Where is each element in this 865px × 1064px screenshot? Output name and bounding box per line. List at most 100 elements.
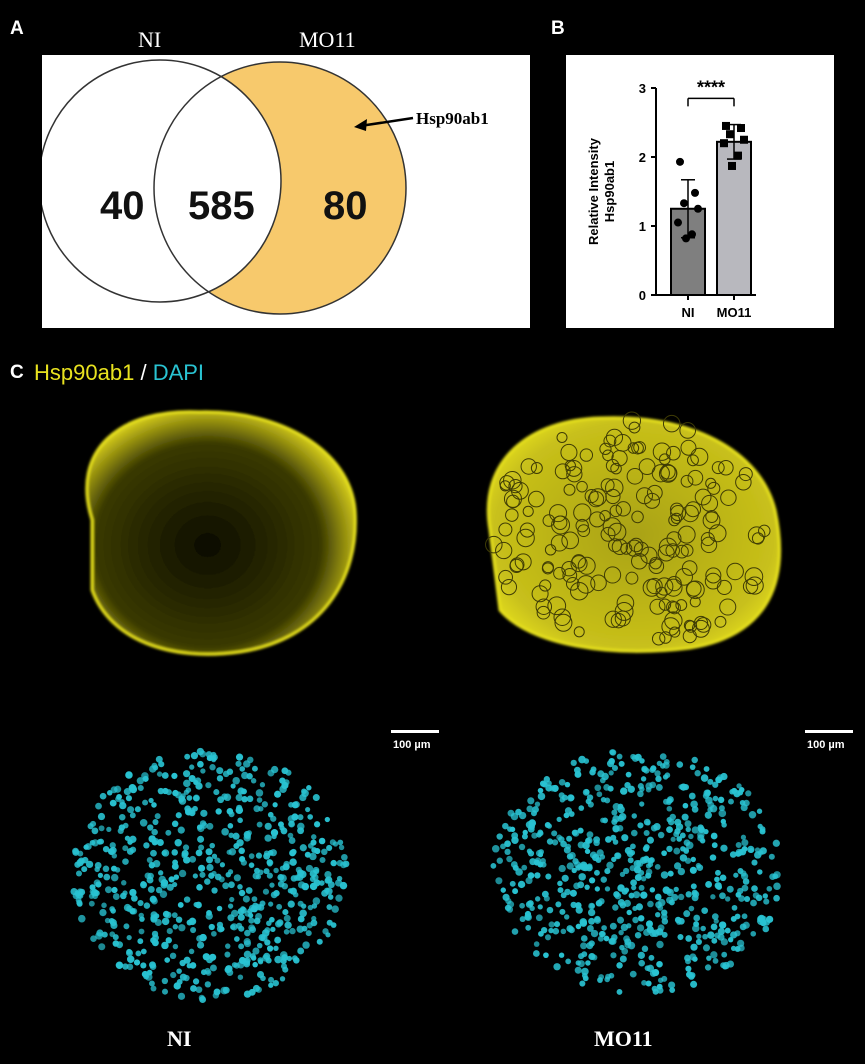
texture-dot xyxy=(251,765,258,772)
texture-dot xyxy=(286,955,293,962)
texture-dot xyxy=(549,504,568,523)
texture-dot xyxy=(234,936,240,942)
texture-dot xyxy=(741,913,748,920)
texture-dot xyxy=(284,921,292,929)
texture-dot xyxy=(233,962,240,969)
texture-dot xyxy=(246,830,252,836)
micrograph-stain-title: Hsp90ab1 / DAPI xyxy=(34,360,204,386)
texture-dot xyxy=(695,938,702,946)
texture-dot xyxy=(193,779,199,786)
texture-dot xyxy=(557,880,563,887)
texture-dot xyxy=(498,569,513,585)
texture-dot xyxy=(685,891,692,898)
texture-dot xyxy=(641,945,649,953)
texture-dot xyxy=(574,771,582,778)
texture-dot xyxy=(266,945,274,952)
y-tick-label: 2 xyxy=(639,150,646,165)
texture-dot xyxy=(129,812,136,819)
texture-dot xyxy=(609,922,617,930)
texture-dot xyxy=(245,887,253,894)
texture-dot xyxy=(681,560,698,576)
texture-dot xyxy=(733,872,739,878)
texture-dot xyxy=(654,863,661,870)
texture-dot xyxy=(292,891,299,898)
texture-dot xyxy=(625,571,639,585)
texture-dot xyxy=(503,470,522,490)
texture-dot xyxy=(661,913,668,921)
texture-dot xyxy=(589,851,597,859)
data-point-ni xyxy=(688,230,696,239)
texture-dot xyxy=(280,963,288,970)
texture-dot xyxy=(641,979,647,986)
micrograph-images xyxy=(70,410,782,1003)
texture-dot xyxy=(233,874,241,882)
texture-dot xyxy=(242,895,250,903)
texture-dot xyxy=(631,885,637,891)
texture-dot xyxy=(256,821,263,828)
texture-dot xyxy=(684,820,692,828)
texture-dot xyxy=(297,827,305,835)
texture-dot xyxy=(251,896,258,902)
texture-dot xyxy=(257,904,265,911)
texture-dot xyxy=(554,921,561,928)
texture-dot xyxy=(91,839,99,847)
texture-dot xyxy=(189,764,195,770)
texture-dot xyxy=(590,929,599,938)
texture-dot xyxy=(122,890,128,896)
ni-hsp-micrograph xyxy=(85,410,357,656)
texture-dot xyxy=(716,579,732,596)
texture-dot xyxy=(306,922,313,929)
texture-dot xyxy=(186,795,193,801)
texture-dot xyxy=(312,794,320,802)
texture-dot xyxy=(85,860,94,869)
texture-dot xyxy=(246,795,254,803)
texture-dot xyxy=(673,831,680,838)
texture-dot xyxy=(645,920,653,928)
texture-dot xyxy=(209,842,216,849)
texture-dot xyxy=(573,626,585,638)
texture-dot xyxy=(495,541,513,560)
texture-dot xyxy=(137,784,144,792)
texture-dot xyxy=(287,832,294,839)
texture-dot xyxy=(311,834,317,840)
texture-dot xyxy=(124,835,131,841)
texture-dot xyxy=(741,839,749,847)
texture-dot xyxy=(602,449,614,462)
texture-dot xyxy=(156,771,163,777)
texture-dot xyxy=(564,914,570,920)
ni-scale-label: 100 µm xyxy=(393,739,431,751)
texture-dot xyxy=(177,826,185,834)
texture-dot xyxy=(115,796,121,802)
texture-dot xyxy=(643,856,650,864)
texture-dot xyxy=(637,790,644,798)
texture-dot xyxy=(534,801,541,807)
texture-dot xyxy=(182,844,190,851)
texture-dot xyxy=(267,849,274,856)
texture-dot xyxy=(718,805,725,812)
texture-dot xyxy=(106,826,112,832)
texture-dot xyxy=(712,795,719,802)
venn-left-set-label: NI xyxy=(138,27,162,52)
texture-dot xyxy=(190,985,197,992)
texture-dot xyxy=(297,814,304,821)
texture-dot xyxy=(295,866,302,873)
texture-dot xyxy=(264,927,271,934)
texture-dot xyxy=(506,855,513,863)
texture-dot xyxy=(648,857,655,864)
texture-dot xyxy=(575,902,582,909)
texture-dot xyxy=(690,883,697,890)
texture-dot xyxy=(263,868,270,875)
texture-dot xyxy=(666,600,680,614)
texture-dot xyxy=(593,836,601,844)
texture-dot xyxy=(615,501,631,517)
texture-dot xyxy=(521,864,528,871)
texture-dot xyxy=(705,881,713,888)
texture-dot xyxy=(685,501,702,518)
texture-dot xyxy=(741,872,749,880)
texture-dot xyxy=(656,940,664,949)
texture-dot xyxy=(275,920,283,928)
texture-dot xyxy=(288,837,296,844)
venn-right-set-label: MO11 xyxy=(299,27,356,52)
texture-dot xyxy=(268,901,274,907)
texture-dot xyxy=(341,853,348,861)
